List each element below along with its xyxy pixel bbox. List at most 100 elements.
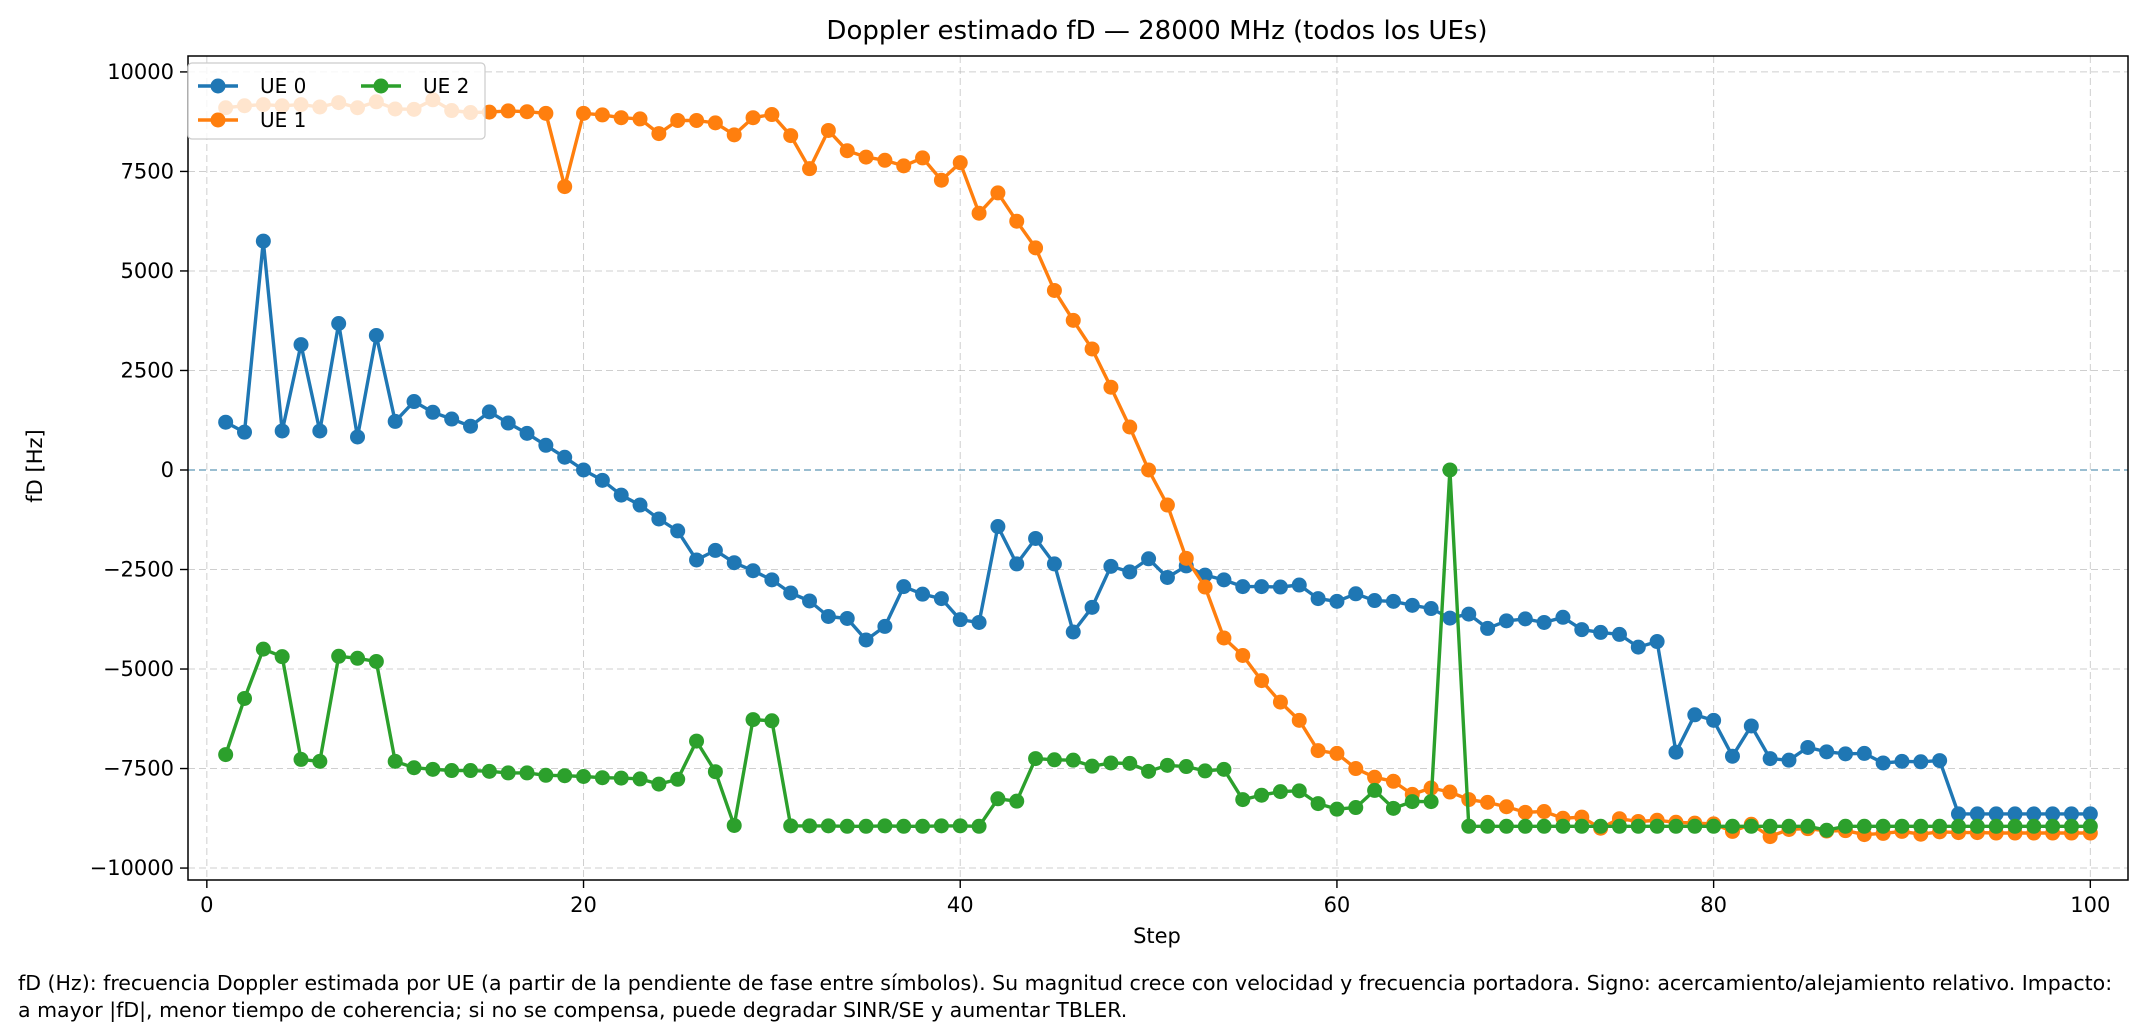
series-line-1 [225,98,2091,839]
data-point [293,337,309,353]
data-point [632,111,648,127]
data-point [237,690,253,706]
data-point [2082,818,2098,834]
data-point [1950,806,1966,822]
data-point [1197,763,1213,779]
chart-title: Doppler estimado fD — 28000 MHz (todos l… [826,16,1487,46]
y-tick-label: 0 [161,458,174,482]
data-point [1084,758,1100,774]
data-point [1687,707,1703,723]
data-point [726,127,742,143]
data-point [1442,462,1458,478]
data-point [594,770,610,786]
data-point [1197,579,1213,595]
data-point [1480,620,1496,636]
data-point [1555,609,1571,625]
data-point [1385,593,1401,609]
data-point [274,649,290,665]
data-point [463,763,479,779]
legend-marker-ue1 [210,112,226,128]
data-point [1969,818,1985,834]
data-point [1706,818,1722,834]
data-point [444,411,460,427]
data-point [1875,818,1891,834]
data-point [1348,761,1364,777]
data-point [481,763,497,779]
legend-entry-ue2: UE 2 [361,74,469,98]
data-point [1536,818,1552,834]
data-point [1856,818,1872,834]
data-point [613,770,629,786]
data-point [1894,818,1910,834]
data-point [802,818,818,834]
y-tick-label: 10000 [107,60,174,84]
data-point [463,418,479,434]
y-tick-label: 2500 [121,358,174,382]
data-point [1894,753,1910,769]
data-point [877,152,893,168]
data-point [707,115,723,131]
data-point [915,586,931,602]
series-0 [218,233,2098,822]
data-point [1687,818,1703,834]
data-point [576,105,592,121]
data-point [613,487,629,503]
y-tick-label: 7500 [121,159,174,183]
data-point [1046,556,1062,572]
data-point [745,110,761,126]
series-1 [218,92,2098,845]
data-point [915,818,931,834]
data-point [425,761,441,777]
data-point [820,608,836,624]
data-point [1461,818,1477,834]
data-point [1932,753,1948,769]
data-point [1837,818,1853,834]
data-point [1254,579,1270,595]
data-point [387,753,403,769]
data-point [500,415,516,431]
data-point [1046,282,1062,298]
data-point [519,765,535,781]
data-point [594,107,610,123]
data-point [1329,801,1345,817]
data-point [1254,673,1270,689]
data-point [1235,647,1251,663]
data-point [1009,213,1025,229]
data-point [1480,818,1496,834]
y-axis-label: fD [Hz] [23,429,47,502]
data-point [2007,818,2023,834]
data-point [820,818,836,834]
legend-label-ue1: UE 1 [260,108,306,132]
data-point [1649,634,1665,650]
data-point [1216,572,1232,588]
data-point [689,733,705,749]
data-point [1743,818,1759,834]
data-point [1969,806,1985,822]
data-point [1423,601,1439,617]
data-point [820,122,836,138]
data-point [350,429,366,445]
data-point [1555,818,1571,834]
data-point [2045,806,2061,822]
data-point [1329,745,1345,761]
data-point [1310,743,1326,759]
data-point [1216,761,1232,777]
data-point [1819,744,1835,760]
x-tick-label: 80 [1700,893,1727,917]
data-point [387,413,403,429]
data-point [1404,794,1420,810]
data-point [519,104,535,120]
data-point [1385,773,1401,789]
data-point [368,653,384,669]
data-point [1442,784,1458,800]
data-point [1536,804,1552,820]
data-point [896,579,912,595]
data-point [1593,624,1609,640]
data-point [1498,799,1514,815]
data-point [990,185,1006,201]
data-point [500,765,516,781]
x-tick-label: 100 [2070,893,2110,917]
data-point [1291,783,1307,799]
data-point [707,764,723,780]
data-point [368,327,384,343]
